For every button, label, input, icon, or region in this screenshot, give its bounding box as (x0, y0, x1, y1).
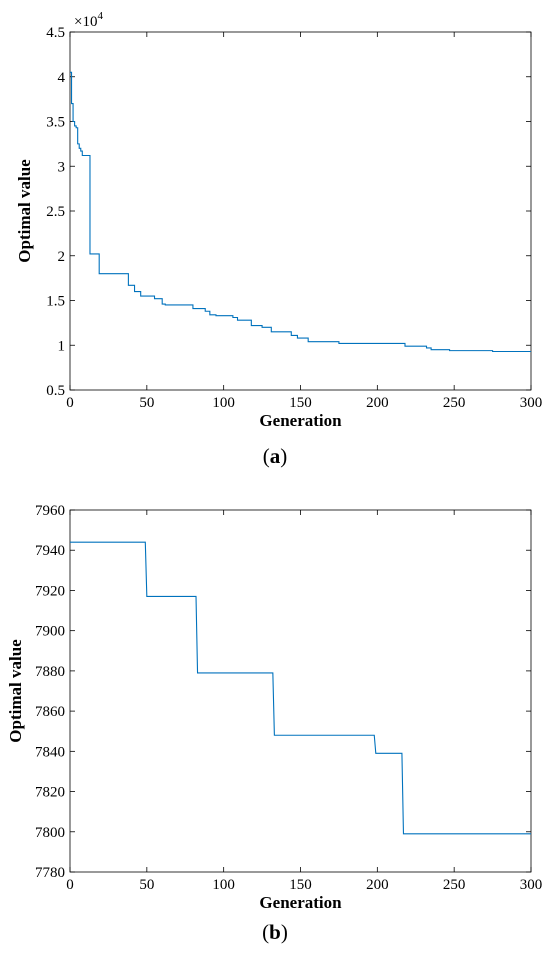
y-tick-label: 7860 (35, 704, 65, 720)
panel-a: 0 50 100 150 200 250 300 0.5 1 1.5 2 2.5 3 3.5 4 4.5 ×10… (0, 10, 550, 469)
caption-b: (b) (0, 920, 550, 945)
caption-a-close: ) (280, 444, 288, 468)
caption-b-letter: b (269, 920, 281, 944)
x-tick-label: 300 (520, 395, 543, 411)
y-tick-label: 0.5 (46, 383, 65, 399)
caption-b-close: ) (280, 920, 288, 944)
x-tick-label: 50 (139, 395, 154, 411)
y-tick-label: 2 (58, 249, 66, 265)
series-line-0 (70, 71, 531, 353)
chart-a: 0 50 100 150 200 250 300 0.5 1 1.5 2 2.5 3 3.5 4 4.5 ×10… (15, 10, 543, 430)
y-tick-label: 3 (58, 159, 66, 175)
panel-b: 0 50 100 150 200 250 300 7780 7800 7820 7840 7860 78… (0, 480, 550, 959)
y-axis-title: Optimal value (15, 159, 34, 263)
x-tick-label: 250 (443, 395, 466, 411)
y-tick-label: 7820 (35, 785, 65, 801)
x-tick-label: 200 (366, 877, 389, 893)
y-tick-label: 4.5 (46, 25, 65, 41)
chart-b: 0 50 100 150 200 250 300 7780 7800 7820 7840 7860 78… (6, 503, 543, 912)
plot-frame (69, 31, 532, 391)
y-exponent-power: 4 (97, 10, 103, 22)
y-tick-label: 7780 (35, 865, 65, 881)
x-tick-label: 0 (66, 395, 74, 411)
y-tick-label: 3.5 (46, 115, 65, 131)
x-axis-title: Generation (259, 893, 342, 912)
caption-a: (a) (0, 444, 550, 469)
y-tick-label: 7840 (35, 744, 65, 760)
x-tick-label: 50 (139, 877, 154, 893)
y-tick-label: 7900 (35, 624, 65, 640)
y-tick-label: 7940 (35, 543, 65, 559)
x-tick-label: 0 (66, 877, 74, 893)
x-tick-label: 100 (212, 395, 235, 411)
y-tick-label: 1 (58, 338, 66, 354)
y-tick-label: 7960 (35, 503, 65, 519)
x-tick-label: 100 (212, 877, 235, 893)
y-exponent-label: ×104 (74, 10, 103, 30)
y-tick-label: 1.5 (46, 294, 65, 310)
x-tick-label: 250 (443, 877, 466, 893)
y-tick-label: 7920 (35, 583, 65, 599)
x-tick-label: 150 (289, 395, 312, 411)
x-axis-title: Generation (259, 411, 342, 430)
y-tick-label: 2.5 (46, 204, 65, 220)
y-tick-label: 4 (58, 70, 66, 86)
caption-b-open: ( (262, 920, 270, 944)
plot-frame (69, 509, 532, 873)
y-axis-title: Optimal value (6, 639, 25, 743)
x-tick-label: 200 (366, 395, 389, 411)
y-tick-label: 7800 (35, 825, 65, 841)
y-exponent-base: ×10 (74, 14, 97, 30)
caption-a-letter: a (269, 444, 281, 468)
series-line-0 (70, 541, 531, 835)
x-tick-label: 150 (289, 877, 312, 893)
x-tick-label: 300 (520, 877, 543, 893)
y-tick-label: 7880 (35, 664, 65, 680)
caption-a-open: ( (262, 444, 270, 468)
